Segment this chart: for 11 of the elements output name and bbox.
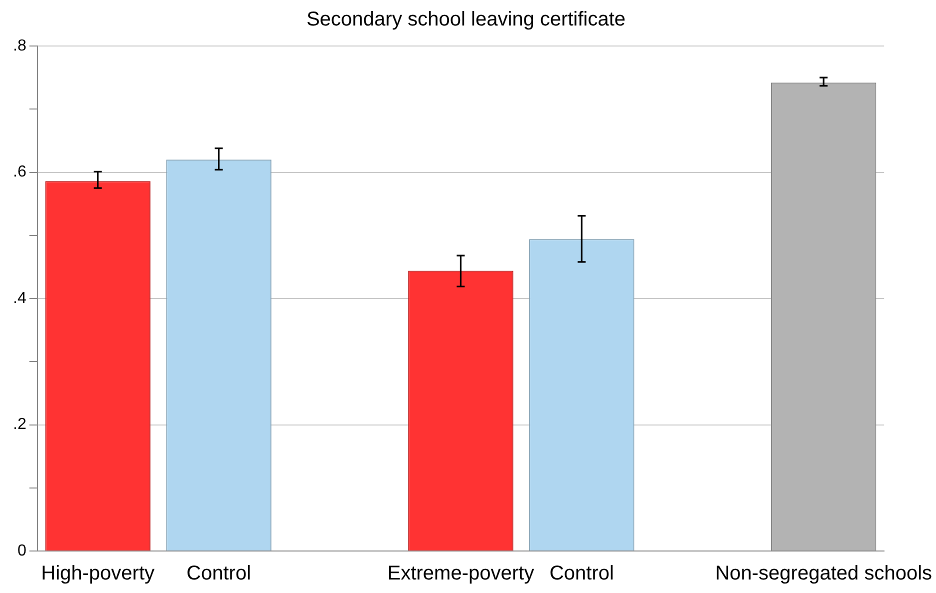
y-tick-label: .4 (13, 290, 26, 307)
x-tick-label: Non-segregated schools (715, 562, 932, 585)
x-tick-label: High-poverty (41, 562, 155, 585)
y-tick-label: .8 (13, 37, 26, 54)
x-tick-label: Extreme-poverty (387, 562, 534, 585)
x-tick-label: Control (549, 562, 614, 585)
y-tick-label: .2 (13, 416, 26, 434)
y-tick-label: .6 (13, 164, 26, 181)
chart-title: Secondary school leaving certificate (306, 8, 626, 31)
x-tick-label: Control (186, 562, 252, 585)
y-tick-label: 0 (17, 542, 26, 560)
